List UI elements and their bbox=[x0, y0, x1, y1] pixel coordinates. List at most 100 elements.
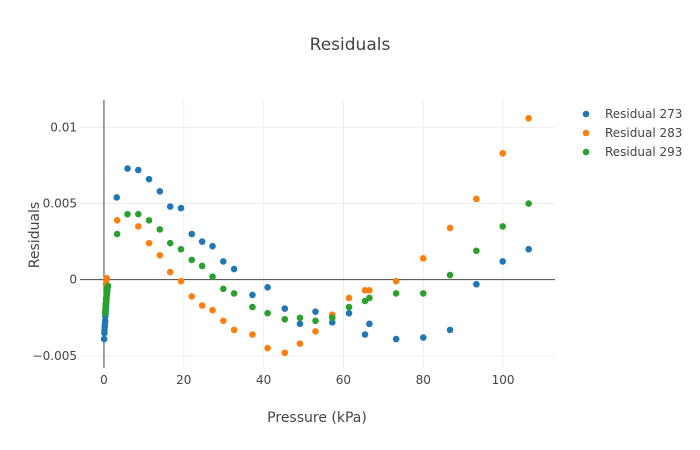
y-tick-label: 0.005 bbox=[43, 197, 77, 211]
data-point[interactable] bbox=[264, 344, 271, 352]
data-point[interactable] bbox=[328, 314, 336, 322]
data-point[interactable] bbox=[145, 217, 153, 224]
data-point[interactable] bbox=[113, 230, 121, 238]
data-point[interactable] bbox=[230, 326, 238, 334]
data-point[interactable] bbox=[220, 258, 227, 265]
data-point[interactable] bbox=[188, 256, 196, 264]
data-point[interactable] bbox=[281, 349, 289, 357]
data-point[interactable] bbox=[209, 242, 216, 250]
data-point[interactable] bbox=[345, 303, 353, 311]
data-point[interactable] bbox=[249, 303, 256, 311]
data-point[interactable] bbox=[296, 340, 304, 347]
data-point[interactable] bbox=[419, 290, 427, 297]
x-tick-label: 60 bbox=[336, 373, 351, 387]
data-point[interactable] bbox=[473, 195, 480, 203]
data-point[interactable] bbox=[188, 293, 196, 300]
data-point[interactable] bbox=[281, 305, 289, 312]
data-point[interactable] bbox=[156, 188, 164, 195]
data-point[interactable] bbox=[392, 290, 400, 297]
data-point[interactable] bbox=[134, 223, 142, 230]
data-point[interactable] bbox=[113, 194, 121, 201]
data-point[interactable] bbox=[113, 217, 121, 224]
data-point[interactable] bbox=[392, 335, 400, 343]
legend-label: Residual 273 bbox=[605, 107, 682, 121]
data-point[interactable] bbox=[166, 203, 174, 210]
data-point[interactable] bbox=[124, 210, 131, 218]
legend-marker bbox=[582, 110, 590, 118]
data-point[interactable] bbox=[177, 245, 185, 253]
legend-item[interactable]: Residual 283 bbox=[582, 126, 683, 140]
data-point[interactable] bbox=[361, 331, 369, 338]
data-point[interactable] bbox=[188, 230, 196, 238]
data-point[interactable] bbox=[220, 317, 227, 325]
data-point[interactable] bbox=[499, 150, 507, 157]
data-point[interactable] bbox=[100, 335, 108, 343]
data-point[interactable] bbox=[312, 317, 319, 325]
data-point[interactable] bbox=[166, 239, 174, 247]
data-point[interactable] bbox=[209, 306, 216, 314]
data-point[interactable] bbox=[198, 302, 206, 309]
data-point[interactable] bbox=[312, 328, 319, 335]
x-tick-label: 80 bbox=[416, 373, 431, 387]
data-point[interactable] bbox=[499, 258, 507, 265]
data-point[interactable] bbox=[166, 268, 174, 276]
data-point[interactable] bbox=[198, 262, 206, 270]
data-point[interactable] bbox=[446, 271, 454, 279]
data-point[interactable] bbox=[249, 331, 256, 338]
data-point[interactable] bbox=[177, 277, 185, 285]
legend-label: Residual 283 bbox=[605, 126, 682, 140]
data-point[interactable] bbox=[156, 226, 164, 233]
data-point[interactable] bbox=[198, 238, 206, 245]
data-point[interactable] bbox=[392, 277, 400, 285]
data-point[interactable] bbox=[264, 284, 271, 291]
x-tick-label: 0 bbox=[100, 373, 108, 387]
data-point[interactable] bbox=[145, 175, 153, 183]
legend-item[interactable]: Residual 293 bbox=[582, 145, 683, 159]
data-points[interactable] bbox=[100, 114, 532, 357]
data-point[interactable] bbox=[296, 314, 304, 322]
data-point[interactable] bbox=[177, 204, 185, 212]
legend-marker bbox=[582, 129, 590, 137]
y-axis-ticks: −0.005 0 0.005 0.01 bbox=[33, 120, 77, 362]
data-point[interactable] bbox=[312, 308, 319, 315]
data-point[interactable] bbox=[366, 294, 373, 302]
legend[interactable]: Residual 273 Residual 283 Residual 293 bbox=[582, 107, 683, 159]
data-point[interactable] bbox=[134, 210, 142, 218]
data-point[interactable] bbox=[281, 315, 289, 323]
data-point[interactable] bbox=[473, 280, 480, 288]
data-point[interactable] bbox=[446, 224, 454, 232]
y-tick-label: 0.01 bbox=[50, 120, 77, 134]
legend-marker bbox=[582, 148, 590, 156]
data-point[interactable] bbox=[419, 334, 427, 341]
data-point[interactable] bbox=[328, 319, 336, 326]
data-point[interactable] bbox=[525, 200, 532, 207]
legend-item[interactable]: Residual 273 bbox=[582, 107, 683, 121]
data-point[interactable] bbox=[366, 287, 373, 294]
x-axis-title: Pressure (kPa) bbox=[267, 410, 367, 426]
data-point[interactable] bbox=[134, 166, 142, 174]
data-point[interactable] bbox=[249, 291, 256, 299]
data-point[interactable] bbox=[209, 273, 216, 280]
data-point[interactable] bbox=[220, 285, 227, 293]
data-point[interactable] bbox=[103, 274, 111, 282]
data-point[interactable] bbox=[345, 309, 353, 317]
chart-title: Residuals bbox=[310, 35, 391, 55]
data-point[interactable] bbox=[230, 290, 238, 297]
data-point[interactable] bbox=[525, 245, 532, 253]
data-point[interactable] bbox=[473, 247, 480, 255]
data-point[interactable] bbox=[104, 282, 112, 290]
data-point[interactable] bbox=[145, 239, 153, 247]
data-point[interactable] bbox=[156, 252, 164, 259]
data-point[interactable] bbox=[296, 320, 304, 328]
data-point[interactable] bbox=[345, 294, 353, 302]
data-point[interactable] bbox=[124, 165, 131, 172]
y-tick-label: 0 bbox=[69, 273, 77, 287]
data-point[interactable] bbox=[230, 265, 238, 273]
data-point[interactable] bbox=[264, 309, 271, 317]
data-point[interactable] bbox=[366, 320, 373, 328]
data-point[interactable] bbox=[419, 255, 427, 262]
data-point[interactable] bbox=[499, 223, 507, 230]
data-point[interactable] bbox=[525, 114, 532, 122]
data-point[interactable] bbox=[446, 326, 454, 334]
